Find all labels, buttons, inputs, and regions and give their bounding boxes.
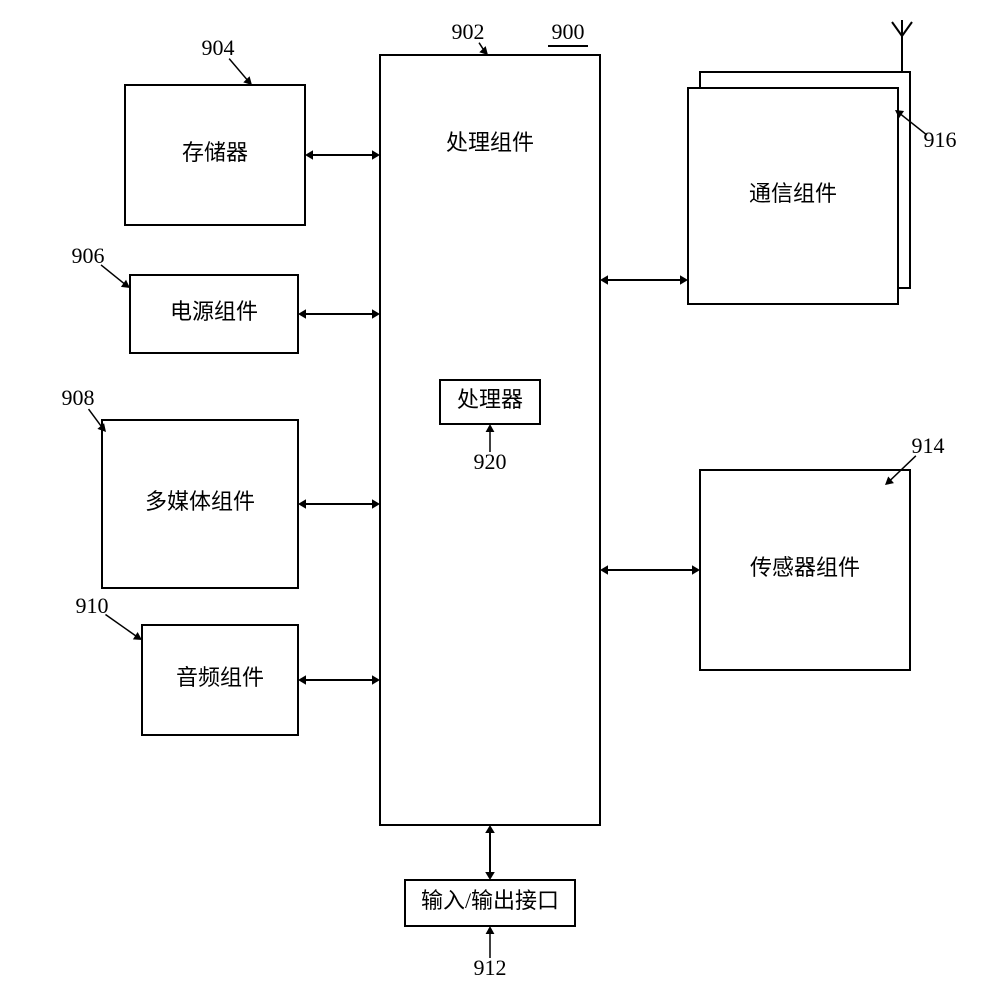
pointer-908 — [89, 409, 103, 428]
ref-912: 912 — [474, 955, 507, 980]
ref-916: 916 — [924, 127, 957, 152]
block-diagram: 处理组件 存储器电源组件多媒体组件音频组件输入/输出接口 通信组件传感器组件 处理器 9… — [0, 0, 1000, 992]
ref-914: 914 — [912, 433, 945, 458]
ref-904: 904 — [202, 35, 235, 60]
label-memory: 存储器 — [182, 140, 248, 165]
pointer-910 — [105, 614, 137, 637]
label-audio: 音频组件 — [176, 665, 264, 690]
ref-902: 902 — [452, 19, 485, 44]
ref-910: 910 — [76, 593, 109, 618]
ref-908: 908 — [62, 385, 95, 410]
ref-900: 900 — [552, 19, 585, 44]
ref-906: 906 — [72, 243, 105, 268]
pointer-906 — [101, 265, 126, 285]
label-processor: 处理器 — [457, 387, 523, 412]
ref-920: 920 — [474, 449, 507, 474]
label-power: 电源组件 — [170, 299, 258, 324]
label-sensor: 传感器组件 — [750, 555, 860, 580]
label-processing: 处理组件 — [446, 130, 534, 155]
label-io: 输入/输出接口 — [421, 888, 559, 913]
label-comm: 通信组件 — [749, 181, 837, 206]
pointer-904 — [229, 59, 249, 82]
label-multimedia: 多媒体组件 — [145, 489, 255, 514]
